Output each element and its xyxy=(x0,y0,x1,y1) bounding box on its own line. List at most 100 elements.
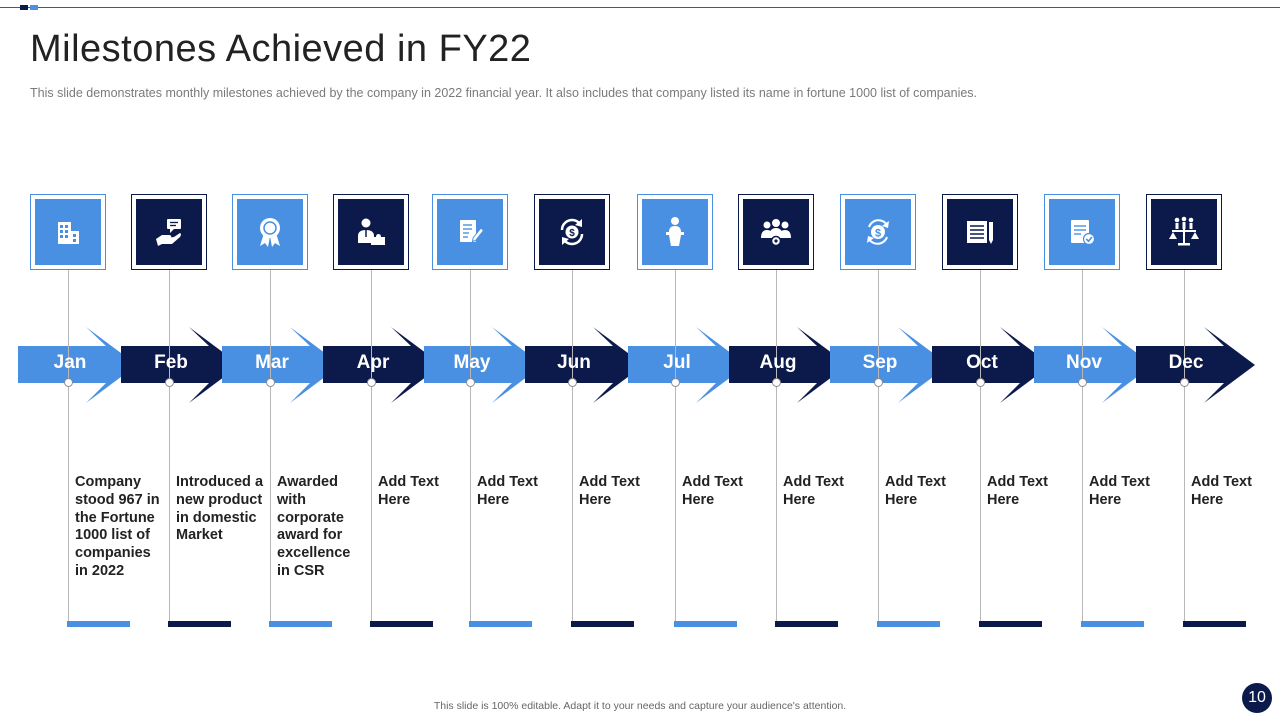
arrow-jun xyxy=(525,327,644,403)
page-title: Milestones Achieved in FY22 xyxy=(30,28,532,70)
arrow-aug xyxy=(729,327,848,403)
building-icon xyxy=(35,199,101,265)
newspaper-icon xyxy=(947,199,1013,265)
document-edit-icon xyxy=(437,199,503,265)
timeline-dot-may xyxy=(466,378,475,387)
arrow-mar xyxy=(222,327,341,403)
icon-box-feb xyxy=(131,194,207,270)
connector-line-aug xyxy=(776,270,777,623)
top-rule xyxy=(0,7,1280,8)
timeline-dot-dec xyxy=(1180,378,1189,387)
connector-line-feb xyxy=(169,270,170,623)
page-subtitle: This slide demonstrates monthly mileston… xyxy=(30,86,978,100)
timeline-dot-feb xyxy=(165,378,174,387)
connector-line-jun xyxy=(572,270,573,623)
month-label-aug: Aug xyxy=(759,352,797,373)
month-label-mar: Mar xyxy=(255,352,289,373)
milestone-text-aug: Add Text Here xyxy=(783,474,844,508)
milestone-text-sep: Add Text Here xyxy=(885,474,946,508)
milestone-text-jun: Add Text Here xyxy=(579,474,640,508)
month-label-may: May xyxy=(453,352,491,373)
arrow-sep xyxy=(830,327,949,403)
icon-box-may xyxy=(432,194,508,270)
timeline-dot-jan xyxy=(64,378,73,387)
bottom-bar-oct xyxy=(979,621,1042,627)
timeline-dot-mar xyxy=(266,378,275,387)
icon-box-apr xyxy=(333,194,409,270)
connector-line-sep xyxy=(878,270,879,623)
page-number: 10 xyxy=(1242,683,1272,713)
icon-box-mar xyxy=(232,194,308,270)
milestone-text-dec: Add Text Here xyxy=(1191,474,1252,508)
bottom-bar-mar xyxy=(269,621,332,627)
bottom-bar-jul xyxy=(674,621,737,627)
connector-line-mar xyxy=(270,270,271,623)
month-label-jun: Jun xyxy=(557,352,591,373)
milestone-text-apr: Add Text Here xyxy=(378,474,439,508)
connector-line-nov xyxy=(1082,270,1083,623)
checklist-icon xyxy=(1049,199,1115,265)
bottom-bar-aug xyxy=(775,621,838,627)
arrow-oct xyxy=(932,327,1051,403)
arrow-nov xyxy=(1034,327,1153,403)
icon-box-dec xyxy=(1146,194,1222,270)
dollar-exchange-icon: $ xyxy=(845,199,911,265)
icon-box-oct xyxy=(942,194,1018,270)
top-accent-dark xyxy=(20,5,28,10)
timeline-dot-jul xyxy=(671,378,680,387)
month-label-jul: Jul xyxy=(663,352,691,373)
connector-line-jul xyxy=(675,270,676,623)
month-label-oct: Oct xyxy=(966,352,998,373)
connector-line-jan xyxy=(68,270,69,623)
timeline-dot-jun xyxy=(568,378,577,387)
icon-box-jan xyxy=(30,194,106,270)
bottom-bar-jan xyxy=(67,621,130,627)
bottom-bar-feb xyxy=(168,621,231,627)
award-badge-icon xyxy=(237,199,303,265)
timeline-dot-aug xyxy=(772,378,781,387)
bottom-bar-dec xyxy=(1183,621,1246,627)
milestone-text-nov: Add Text Here xyxy=(1089,474,1150,508)
connector-line-apr xyxy=(371,270,372,623)
timeline-dot-oct xyxy=(976,378,985,387)
arrow-dec xyxy=(1136,327,1255,403)
icon-box-nov xyxy=(1044,194,1120,270)
footer-note: This slide is 100% editable. Adapt it to… xyxy=(433,700,847,712)
dollar-cycle-icon: $ xyxy=(539,199,605,265)
milestone-text-oct: Add Text Here xyxy=(987,474,1048,508)
connector-line-oct xyxy=(980,270,981,623)
icon-box-jul xyxy=(637,194,713,270)
bottom-bar-jun xyxy=(571,621,634,627)
podium-speaker-icon xyxy=(642,199,708,265)
bottom-bar-apr xyxy=(370,621,433,627)
connector-line-may xyxy=(470,270,471,623)
month-label-feb: Feb xyxy=(154,352,188,373)
bottom-bar-nov xyxy=(1081,621,1144,627)
timeline-dot-nov xyxy=(1078,378,1087,387)
milestone-text-jan: Company stood 967 in the Fortune 1000 li… xyxy=(75,474,160,579)
icon-box-aug xyxy=(738,194,814,270)
scales-people-icon xyxy=(1151,199,1217,265)
svg-text:$: $ xyxy=(569,228,575,239)
hand-message-icon xyxy=(136,199,202,265)
icon-box-sep: $ xyxy=(840,194,916,270)
bottom-bar-sep xyxy=(877,621,940,627)
month-label-nov: Nov xyxy=(1066,352,1102,373)
arrow-apr xyxy=(323,327,442,403)
milestone-text-mar: Awarded with corporate award for excelle… xyxy=(277,474,351,579)
svg-text:$: $ xyxy=(875,228,881,240)
bottom-bar-may xyxy=(469,621,532,627)
icon-box-jun: $ xyxy=(534,194,610,270)
milestone-text-may: Add Text Here xyxy=(477,474,538,508)
timeline-dot-sep xyxy=(874,378,883,387)
arrow-jan xyxy=(18,327,137,403)
month-label-sep: Sep xyxy=(862,352,898,373)
month-label-jan: Jan xyxy=(53,352,87,373)
milestone-text-feb: Introduced a new product in domestic Mar… xyxy=(176,474,264,544)
arrow-jul xyxy=(628,327,747,403)
timeline-dot-apr xyxy=(367,378,376,387)
team-gear-icon xyxy=(743,199,809,265)
month-label-dec: Dec xyxy=(1168,352,1204,373)
